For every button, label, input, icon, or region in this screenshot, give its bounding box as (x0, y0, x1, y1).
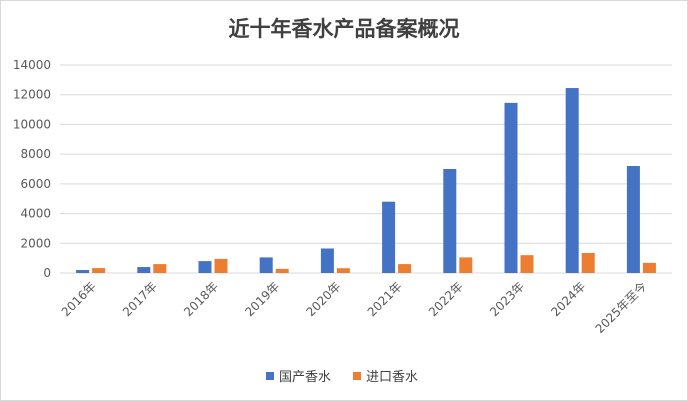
bar-domestic (565, 88, 579, 274)
gridlines (60, 64, 672, 274)
y-tick-label: 6000 (20, 177, 51, 191)
bar-imported (275, 268, 289, 273)
y-tick-label: 8000 (20, 147, 51, 161)
bar-domestic (504, 102, 518, 273)
x-tick-label: 2016年 (59, 279, 99, 319)
bar-imported (214, 258, 228, 273)
bar-imported (459, 257, 473, 273)
x-tick-label: 2017年 (120, 279, 160, 319)
x-tick-label: 2025年至今 (592, 279, 650, 337)
x-tick-label: 2023年 (487, 279, 527, 319)
y-tick-label: 4000 (20, 207, 51, 221)
bar-imported (581, 252, 595, 273)
bar-domestic (76, 270, 90, 273)
y-tick-label: 14000 (13, 58, 51, 72)
bar-imported (153, 264, 167, 273)
y-tick-label: 0 (43, 266, 51, 280)
bar-domestic (320, 248, 334, 273)
bar-imported (642, 262, 656, 273)
bar-imported (520, 255, 534, 273)
bar-domestic (137, 267, 151, 273)
legend-swatch (353, 372, 361, 380)
y-tick-label: 12000 (13, 88, 51, 102)
x-tick-label: 2018年 (181, 279, 221, 319)
x-tick-label: 2022年 (426, 279, 466, 319)
x-tick-label: 2021年 (365, 279, 405, 319)
legend-label: 进口香水 (366, 370, 418, 385)
chart-title: 近十年香水产品备案概况 (228, 16, 460, 41)
bar-domestic (382, 201, 396, 273)
bar-domestic (198, 261, 212, 273)
x-tick-label: 2020年 (304, 279, 344, 319)
x-tick-label: 2024年 (548, 279, 588, 319)
legend-label: 国产香水 (279, 370, 331, 385)
legend: 国产香水 进口香水 (266, 370, 418, 385)
y-tick-label: 10000 (13, 117, 51, 131)
bar-domestic (626, 166, 640, 273)
bars (76, 88, 656, 274)
legend-swatch (266, 372, 274, 380)
bar-domestic (259, 257, 273, 273)
bar-imported (92, 268, 106, 273)
y-tick-label: 2000 (20, 236, 51, 250)
bar-imported (336, 268, 350, 273)
bar-domestic (443, 169, 457, 273)
bar-imported (398, 264, 412, 273)
x-tick-label: 2019年 (242, 279, 282, 319)
